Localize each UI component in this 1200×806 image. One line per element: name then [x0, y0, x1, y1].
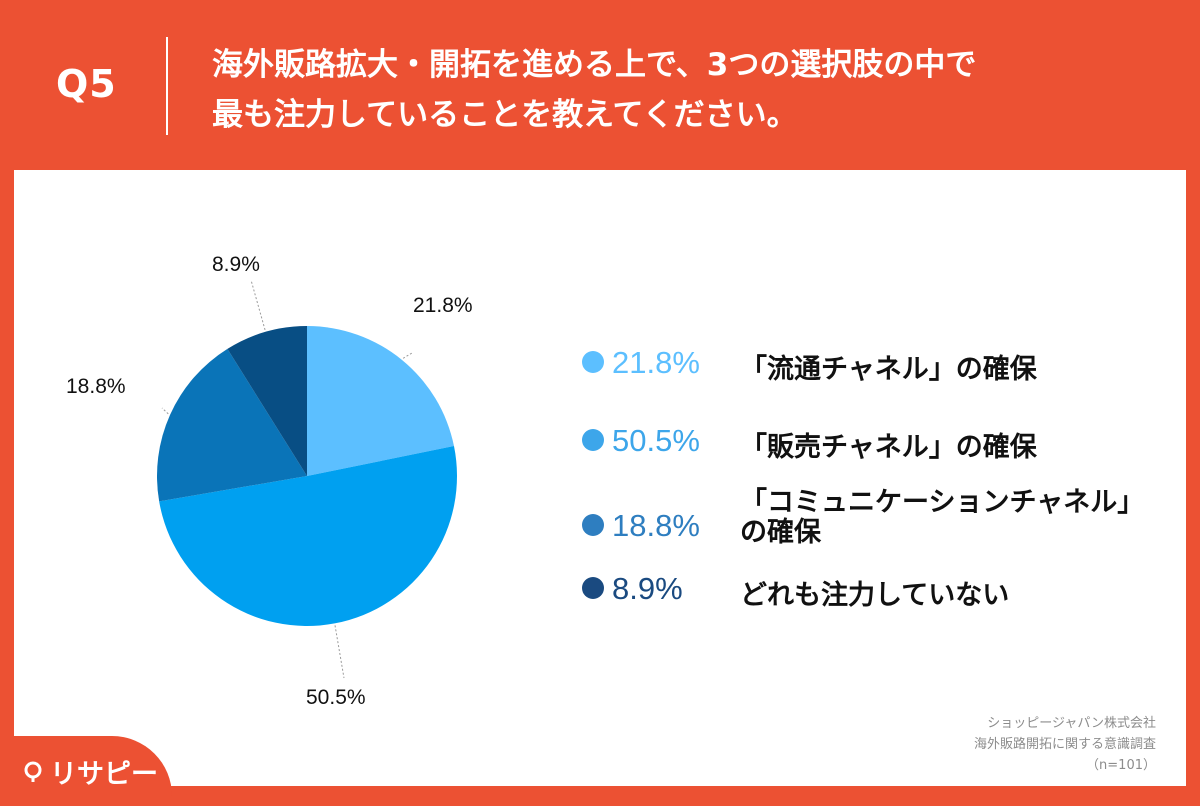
question-text: 海外販路拡大・開拓を進める上で、3つの選択肢の中で 最も注力していることを教えて…	[212, 40, 976, 140]
logo-text: リサピー	[50, 759, 158, 790]
legend-label-2: 「販売チャネル」の確保	[740, 432, 1037, 463]
leader-line-2	[334, 625, 345, 679]
location-pin-icon	[24, 761, 42, 782]
question-line-2: 最も注力していることを教えてください。	[212, 97, 798, 133]
legend-value-3: 18.8%	[612, 508, 700, 543]
pie-data-label-3: 18.8%	[66, 375, 126, 398]
leader-line-3	[161, 407, 169, 415]
pie-slice-2	[159, 446, 458, 627]
source-sample-size: （n=101）	[1086, 758, 1156, 773]
legend-dot-2	[582, 429, 604, 451]
leader-line-4	[250, 279, 266, 331]
header: Q5 海外販路拡大・開拓を進める上で、3つの選択肢の中で 最も注力していることを…	[0, 0, 1200, 170]
legend-dot-3	[582, 514, 604, 536]
pie-slice-3	[157, 348, 307, 502]
legend-label-4: どれも注力していない	[740, 580, 1010, 611]
pie-data-label-2: 50.5%	[306, 686, 366, 709]
source-survey: 海外販路開拓に関する意識調査	[973, 737, 1156, 752]
legend-value-2: 50.5%	[612, 423, 700, 458]
source-company: ショッピージャパン株式会社	[987, 716, 1156, 731]
pie-data-label-1: 21.8%	[413, 294, 473, 317]
legend-dot-4	[582, 577, 604, 599]
header-divider	[166, 37, 168, 135]
pie-chart	[157, 279, 458, 679]
source-note: ショッピージャパン株式会社 海外販路開拓に関する意識調査 （n=101）	[974, 713, 1156, 776]
chart-card: 8.9% 21.8% 18.8% 50.5% 21.8% 「流通チャネル」の確保…	[14, 170, 1186, 786]
pie-data-label-4: 8.9%	[212, 253, 260, 276]
question-line-1: 海外販路拡大・開拓を進める上で、3つの選択肢の中で	[212, 47, 977, 83]
legend-label-1: 「流通チャネル」の確保	[740, 354, 1037, 385]
legend-value-1: 21.8%	[612, 345, 700, 380]
legend-label-3-line-2: の確保	[740, 517, 821, 548]
pie-slice-4	[227, 326, 307, 476]
legend-dot-1	[582, 351, 604, 373]
brand-logo: リサピー	[22, 752, 158, 791]
question-number: Q5	[56, 62, 117, 106]
pie-slice-1	[307, 326, 454, 476]
logo-badge	[0, 736, 172, 806]
legend-value-4: 8.9%	[612, 571, 683, 606]
leader-line-1	[402, 352, 413, 359]
legend-label-3-line-1: 「コミュニケーションチャネル」	[740, 487, 1145, 518]
